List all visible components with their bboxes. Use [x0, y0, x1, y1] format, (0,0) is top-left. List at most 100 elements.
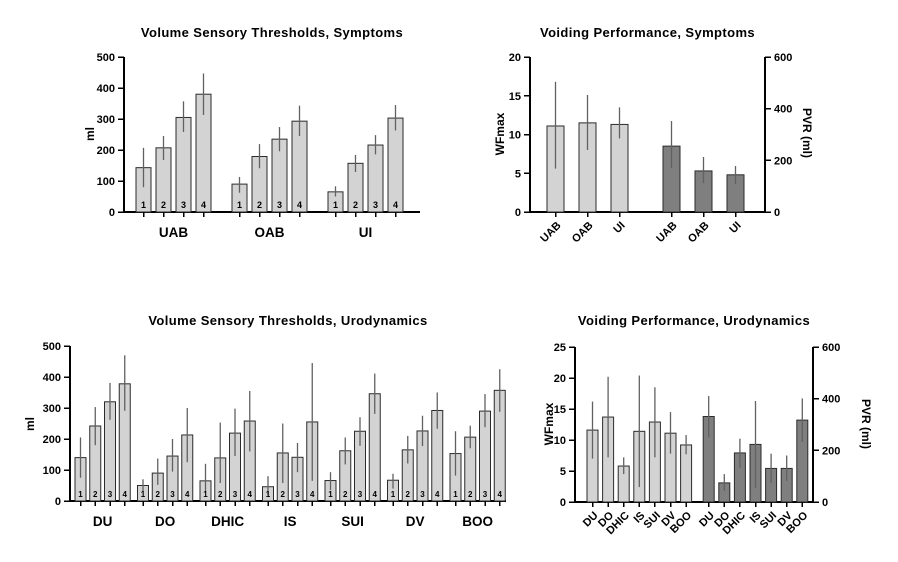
- bar-number-label: 3: [420, 490, 425, 499]
- bar-number-label: 4: [297, 200, 302, 210]
- group-label: OAB: [255, 225, 285, 240]
- group-label: UI: [359, 225, 373, 240]
- bar-number-label: 4: [248, 490, 253, 499]
- y-tick-label: 400: [43, 372, 61, 384]
- y-tick-label: 20: [509, 52, 521, 64]
- chart-volume-sensory-thresholds-symptoms: Volume Sensory Thresholds, Symptoms ml 0…: [0, 0, 460, 280]
- bar-number-label: 2: [281, 490, 286, 499]
- bar-number-label: 4: [498, 490, 503, 499]
- y-tick-label: 400: [97, 83, 115, 95]
- bar-number-label: 3: [358, 490, 363, 499]
- chart-volume-sensory-thresholds-urodynamics: Volume Sensory Thresholds, Urodynamics m…: [0, 280, 530, 562]
- bar-number-label: 1: [203, 490, 208, 499]
- chart-voiding-performance-urodynamics: Voiding Performance, Urodynamics WFmax P…: [530, 280, 898, 562]
- group-label: UAB: [538, 220, 563, 245]
- bar: [387, 117, 404, 213]
- group-label: OAB: [686, 220, 712, 246]
- bar-number-label: 3: [277, 200, 282, 210]
- y-tick-label: 5: [560, 466, 566, 478]
- bar-number-label: 4: [373, 490, 378, 499]
- bar-number-label: 2: [218, 490, 223, 499]
- bar-number-label: 4: [123, 490, 128, 499]
- y2-tick-label: 400: [774, 104, 792, 116]
- chart-title: Voiding Performance, Urodynamics: [577, 313, 811, 328]
- y-tick-label: 20: [554, 373, 566, 385]
- bar-number-label: 1: [333, 200, 338, 210]
- y2-tick-label: 400: [822, 394, 840, 406]
- bar-number-label: 1: [266, 490, 271, 499]
- y-tick-label: 100: [43, 465, 61, 477]
- bar-number-label: 2: [353, 200, 358, 210]
- bar-number-label: 4: [201, 200, 206, 210]
- group-label: DHIC: [211, 514, 244, 529]
- group-label: DO: [155, 514, 175, 529]
- chart-title: Voiding Performance, Symptoms: [539, 25, 756, 40]
- y-tick-label: 200: [97, 145, 115, 157]
- bar-number-label: 4: [393, 200, 398, 210]
- y2-tick-label: 600: [822, 342, 840, 354]
- y2-tick-label: 600: [774, 52, 792, 64]
- y-tick-label: 15: [509, 91, 521, 103]
- y-tick-label: 0: [515, 207, 521, 219]
- bar-number-label: 3: [233, 490, 238, 499]
- y-tick-label: 500: [97, 52, 115, 64]
- bar-number-label: 1: [237, 200, 242, 210]
- y-tick-label: 10: [509, 130, 521, 142]
- y2-tick-label: 200: [822, 445, 840, 457]
- bar-number-label: 2: [468, 490, 473, 499]
- bar-number-label: 3: [295, 490, 300, 499]
- y-tick-label: 0: [109, 207, 115, 219]
- y-tick-label: 300: [43, 403, 61, 415]
- bar-number-label: 2: [406, 490, 411, 499]
- chart-title: Volume Sensory Thresholds, Symptoms: [140, 25, 404, 40]
- group-label: UAB: [654, 220, 679, 245]
- y-tick-label: 100: [97, 176, 115, 188]
- y-tick-label: 500: [43, 341, 61, 353]
- chart-canvas: 0 100 200 300 400 500 1 2 3 4 UAB 1 2 3 4 OAB 1 2 3 4 UI: [97, 52, 420, 240]
- bar-number-label: 1: [141, 490, 146, 499]
- group-label: UI: [611, 220, 627, 236]
- bar-number-label: 4: [310, 490, 315, 499]
- bar-number-label: 1: [328, 490, 333, 499]
- y-tick-label: 25: [554, 342, 566, 354]
- bar-number-label: 1: [391, 490, 396, 499]
- bar-number-label: 2: [257, 200, 262, 210]
- bar-number-label: 4: [435, 490, 440, 499]
- bar-number-label: 2: [156, 490, 161, 499]
- y-tick-label: 300: [97, 114, 115, 126]
- bar-number-label: 4: [185, 490, 190, 499]
- group-label: DU: [93, 514, 113, 529]
- group-label: SUI: [341, 514, 364, 529]
- y-tick-label: 10: [554, 435, 566, 447]
- bar-number-label: 3: [170, 490, 175, 499]
- bar-number-label: 1: [78, 490, 83, 499]
- bar-number-label: 1: [453, 490, 458, 499]
- group-label: OAB: [570, 220, 596, 246]
- y-tick-label: 0: [560, 497, 566, 509]
- y2-tick-label: 200: [774, 155, 792, 167]
- bar-number-label: 3: [108, 490, 113, 499]
- bar-number-label: 2: [93, 490, 98, 499]
- y-tick-label: 15: [554, 404, 566, 416]
- chart-voiding-performance-symptoms: Voiding Performance, Symptoms WFmax PVR …: [460, 0, 898, 280]
- group-label: UI: [727, 220, 743, 236]
- bar-number-label: 2: [343, 490, 348, 499]
- bar-number-label: 3: [181, 200, 186, 210]
- bar-number-label: 2: [161, 200, 166, 210]
- y-tick-label: 200: [43, 434, 61, 446]
- group-label: UAB: [159, 225, 188, 240]
- y-tick-label: 0: [55, 496, 61, 508]
- bar-number-label: 3: [483, 490, 488, 499]
- group-label: DV: [406, 514, 425, 529]
- bar-number-label: 3: [373, 200, 378, 210]
- group-label: IS: [284, 514, 297, 529]
- y-tick-label: 5: [515, 168, 521, 180]
- chart-title: Volume Sensory Thresholds, Urodynamics: [148, 313, 428, 328]
- y2-tick-label: 0: [822, 497, 828, 509]
- bar-number-label: 1: [141, 200, 146, 210]
- y2-tick-label: 0: [774, 207, 780, 219]
